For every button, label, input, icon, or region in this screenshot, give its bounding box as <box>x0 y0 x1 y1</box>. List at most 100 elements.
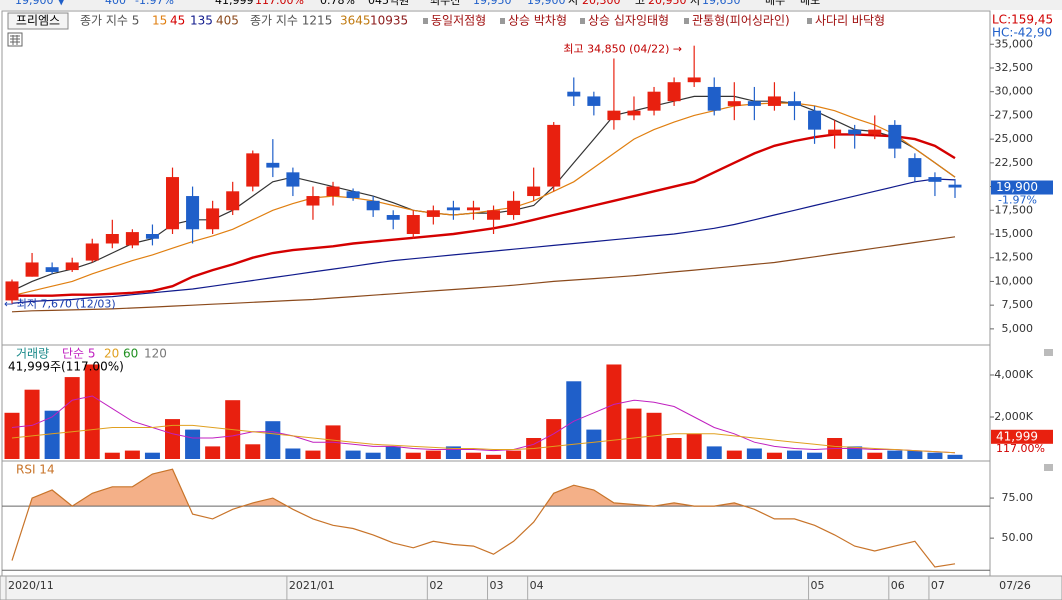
stock-box[interactable] <box>7 12 69 30</box>
volume-bar <box>746 448 762 459</box>
x-tick-label: 07 <box>931 579 945 592</box>
y-tick-label: 7,500 <box>1002 298 1034 311</box>
pattern-marker <box>684 18 689 24</box>
volume-bar <box>907 450 923 459</box>
candle-body <box>266 162 280 168</box>
volume-bar <box>706 446 722 459</box>
legend-ma-period: 3645 <box>340 14 371 28</box>
panel-button[interactable] <box>1044 349 1053 356</box>
volume-bar <box>947 454 963 459</box>
top-bar-item: 시 <box>568 0 578 7</box>
moving-average <box>12 133 956 297</box>
candle-body <box>848 129 862 135</box>
y-tick-label: 17,500 <box>995 203 1034 216</box>
volume-bar <box>566 381 582 459</box>
y-tick-label: 5,000 <box>1002 322 1034 335</box>
candle-body <box>667 82 681 102</box>
candle-body <box>868 129 882 135</box>
volume-ma-legend: 20 <box>104 347 119 361</box>
candle-body <box>767 96 781 106</box>
candle-body <box>246 153 260 187</box>
top-bar-item: 0.78% <box>320 0 355 7</box>
x-tick-label: 03 <box>490 579 504 592</box>
candle-body <box>105 234 119 244</box>
candle-body <box>45 267 59 272</box>
top-bar-item: 20,300 <box>582 0 621 7</box>
volume-bar <box>425 450 441 459</box>
volume-bar <box>927 452 943 459</box>
candle-body <box>587 96 601 106</box>
volume-bar <box>365 452 381 459</box>
candle-body <box>647 91 661 111</box>
top-bar-item: 고 <box>635 0 645 7</box>
y-tick-label: 2,000K <box>994 410 1033 423</box>
candle-body <box>326 186 340 197</box>
candle-body <box>687 77 701 83</box>
y-tick-label: 30,000 <box>995 85 1034 98</box>
x-tick-label: 02 <box>429 579 443 592</box>
y-tick-label: 75.00 <box>1002 491 1034 504</box>
candle-body <box>487 210 501 220</box>
volume-bar <box>666 437 682 459</box>
volume-bar <box>546 419 562 459</box>
top-bar-item: 117.00% <box>255 0 304 7</box>
panel-button[interactable] <box>1044 464 1053 471</box>
top-bar-item: 19,650 <box>702 0 741 7</box>
y-tick-label: 12,500 <box>995 251 1034 264</box>
y-tick-label: 22,500 <box>995 156 1034 169</box>
volume-bar <box>385 446 401 459</box>
candle-body <box>166 177 180 230</box>
volume-ma-legend: 60 <box>123 347 138 361</box>
volume-bar <box>185 429 201 459</box>
volume-bar <box>847 446 863 459</box>
candle-body <box>386 215 400 220</box>
candle-body <box>727 101 741 106</box>
candle-body <box>888 124 902 149</box>
pattern-marker <box>807 18 812 24</box>
candle-body <box>306 196 320 206</box>
candle-body <box>607 110 621 121</box>
y-tick-label: 25,000 <box>995 132 1034 145</box>
volume-bar <box>686 433 702 459</box>
pattern-label: 사다리 바닥형 <box>815 14 885 28</box>
top-bar-item: 19,900 <box>527 0 566 7</box>
low-annotation: ← 최저 7,670 (12/03) <box>4 298 116 311</box>
top-bar-item: -1.97% <box>135 0 174 7</box>
candle-body <box>125 232 139 246</box>
moving-average <box>11 178 956 304</box>
pattern-marker <box>580 18 585 24</box>
volume-bar <box>867 452 883 459</box>
rsi-line <box>11 468 956 568</box>
candle-body <box>206 208 220 230</box>
candle-body <box>366 200 380 211</box>
rsi-overbought-fill <box>12 469 955 507</box>
legend-ma-period: 45 <box>170 14 185 28</box>
moving-average <box>11 236 956 313</box>
volume-bar <box>84 364 100 459</box>
volume-bar <box>205 446 221 459</box>
candle-body <box>466 207 480 211</box>
top-bar-item: 41,999 <box>215 0 254 7</box>
volume-bar <box>144 452 160 459</box>
volume-bar <box>265 421 281 459</box>
candle-body <box>567 91 581 97</box>
candle-body <box>908 158 922 178</box>
x-tick-label: 04 <box>530 579 544 592</box>
pattern-label: 관통형(피어싱라인) <box>692 14 790 28</box>
top-bar-item: 20,950 <box>648 0 687 7</box>
x-tick-label: 06 <box>891 579 905 592</box>
x-tick-label: 05 <box>811 579 825 592</box>
candle-body <box>145 234 159 239</box>
legend-ma-label: 종가 지수 5 <box>80 14 139 28</box>
candle-body <box>186 196 200 230</box>
candle-body <box>808 110 822 130</box>
volume-bar <box>586 429 602 459</box>
volume-box <box>991 429 1053 444</box>
volume-bar <box>606 364 622 459</box>
y-tick-label: 27,500 <box>995 108 1034 121</box>
volume-bar <box>807 452 823 459</box>
date-axis <box>0 575 1062 600</box>
pattern-label: 상승 박차형 <box>508 14 567 28</box>
y-tick-label: 4,000K <box>994 368 1033 381</box>
